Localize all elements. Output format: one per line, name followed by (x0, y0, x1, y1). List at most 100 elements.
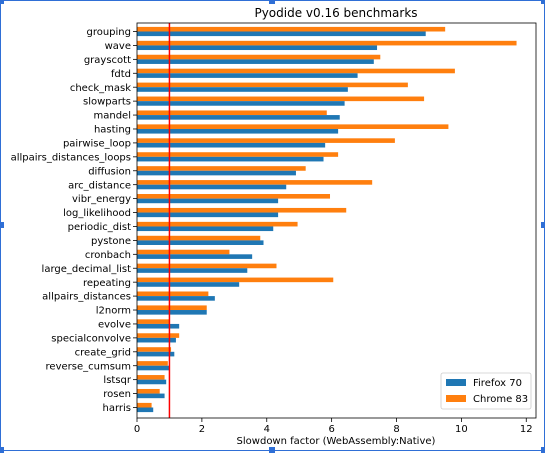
bar-firefox-specialconvolve (137, 337, 176, 343)
bar-firefox-reverse_cumsum (137, 365, 170, 371)
chart-title: Pyodide v0.16 benchmarks (254, 6, 417, 20)
bar-firefox-create_grid (137, 351, 175, 357)
bar-chrome-lstsqr (137, 375, 165, 380)
bar-firefox-arc_distance (137, 184, 287, 190)
bar-chrome-arc_distance (137, 180, 373, 185)
y-tick-label-allpairs_distances: allpairs_distances (42, 292, 131, 303)
bar-chrome-cronbach (137, 249, 230, 255)
y-tick-label-specialconvolve: specialconvolve (51, 333, 131, 344)
bar-firefox-repeating (137, 282, 240, 287)
x-tick-label-8: 8 (393, 424, 399, 435)
legend-label-firefox: Firefox 70 (473, 378, 522, 389)
bar-chrome-slowparts (137, 96, 425, 102)
resize-handle-top-left[interactable] (0, 0, 4, 4)
y-tick-label-harris: harris (102, 403, 131, 414)
x-tick-label-6: 6 (328, 424, 334, 435)
bar-firefox-pystone (137, 240, 264, 245)
y-tick-label-cronbach: cronbach (85, 250, 131, 261)
y-tick-label-slowparts: slowparts (83, 97, 131, 108)
bar-firefox-vibr_energy (137, 198, 279, 204)
y-tick-label-vibr_energy: vibr_energy (72, 194, 131, 205)
bar-firefox-wave (137, 45, 378, 51)
bar-firefox-hasting (137, 128, 339, 134)
bar-chrome-fdtd (137, 68, 455, 74)
bar-firefox-allpairs_distances_loops (137, 156, 324, 162)
x-axis-label: Slowdown factor (WebAssembly:Native) (237, 436, 436, 447)
y-tick-label-reverse_cumsum: reverse_cumsum (46, 361, 131, 372)
bar-firefox-pairwise_loop (137, 142, 326, 148)
bar-chrome-grayscott (137, 54, 381, 60)
resize-handle-bottom-right[interactable] (541, 447, 545, 453)
y-tick-label-wave: wave (105, 41, 131, 52)
y-tick-label-large_decimal_list: large_decimal_list (42, 264, 132, 275)
bar-firefox-periodic_dist (137, 226, 274, 232)
bar-chrome-create_grid (137, 347, 172, 352)
bar-chrome-repeating (137, 277, 334, 283)
bar-firefox-harris (137, 407, 154, 413)
resize-handle-middle-right[interactable] (541, 222, 545, 228)
bar-firefox-fdtd (137, 73, 358, 78)
bar-chrome-log_likelihood (137, 207, 347, 213)
bar-chrome-grouping (137, 26, 446, 32)
y-tick-label-evolve: evolve (98, 320, 131, 331)
bar-firefox-diffusion (137, 170, 296, 176)
bar-chrome-vibr_energy (137, 194, 331, 199)
y-tick-label-lstsqr: lstsqr (103, 375, 131, 386)
legend-label-chrome: Chrome 83 (473, 394, 528, 405)
y-tick-label-check_mask: check_mask (70, 83, 131, 94)
resize-handle-bottom-middle[interactable] (269, 447, 275, 453)
bar-chrome-check_mask (137, 82, 408, 88)
bar-firefox-large_decimal_list (137, 268, 248, 273)
resize-handle-top-right[interactable] (541, 0, 545, 4)
bar-firefox-evolve (137, 323, 180, 329)
bar-chrome-large_decimal_list (137, 263, 277, 269)
bar-firefox-log_likelihood (137, 212, 279, 218)
bar-chrome-periodic_dist (137, 221, 298, 227)
bar-chrome-specialconvolve (137, 333, 180, 338)
bar-chrome-mandel (137, 110, 327, 116)
legend-swatch-firefox (446, 379, 466, 386)
bar-firefox-grayscott (137, 59, 374, 64)
bar-firefox-cronbach (137, 254, 253, 259)
bar-chrome-hasting (137, 124, 449, 129)
bar-firefox-grouping (137, 31, 426, 37)
y-tick-label-create_grid: create_grid (75, 347, 131, 358)
bar-chrome-pairwise_loop (137, 138, 395, 143)
y-tick-label-pystone: pystone (91, 236, 131, 247)
y-tick-label-hasting: hasting (94, 125, 131, 136)
y-tick-label-l2norm: l2norm (96, 306, 131, 317)
bar-chrome-harris (137, 402, 152, 408)
bar-firefox-check_mask (137, 87, 348, 92)
y-tick-label-rosen: rosen (103, 389, 131, 400)
resize-handle-top-middle[interactable] (269, 0, 275, 4)
x-tick-label-0: 0 (134, 424, 140, 435)
y-tick-label-grayscott: grayscott (84, 55, 131, 66)
bar-chrome-allpairs_distances_loops (137, 152, 339, 157)
bar-firefox-mandel (137, 115, 340, 120)
bar-chrome-pystone (137, 235, 261, 241)
axes-frame (136, 22, 537, 419)
y-tick-label-arc_distance: arc_distance (68, 180, 131, 191)
y-tick-label-diffusion: diffusion (88, 166, 131, 177)
y-tick-label-grouping: grouping (86, 27, 131, 38)
bar-chrome-diffusion (137, 166, 306, 171)
y-tick-label-fdtd: fdtd (111, 69, 131, 80)
bar-chrome-rosen (137, 388, 160, 394)
bar-firefox-lstsqr (137, 379, 167, 385)
resize-handle-middle-left[interactable] (0, 222, 4, 228)
bar-chrome-wave (137, 40, 517, 46)
bar-chrome-l2norm (137, 305, 207, 311)
x-tick-label-12: 12 (520, 424, 533, 435)
bar-chrome-evolve (137, 319, 170, 324)
plot-area: grouping wave grayscott fdtd check_maskslowp… (11, 22, 537, 435)
resize-handle-bottom-left[interactable] (0, 447, 4, 453)
y-tick-label-repeating: repeating (83, 278, 131, 289)
y-tick-label-mandel: mandel (94, 111, 132, 122)
x-tick-label-4: 4 (264, 424, 270, 435)
y-tick-label-periodic_dist: periodic_dist (68, 222, 131, 233)
bar-chrome-reverse_cumsum (137, 361, 168, 366)
y-tick-label-log_likelihood: log_likelihood (63, 208, 131, 219)
legend-swatch-chrome (446, 395, 466, 402)
y-tick-label-allpairs_distances_loops: allpairs_distances_loops (11, 152, 131, 163)
